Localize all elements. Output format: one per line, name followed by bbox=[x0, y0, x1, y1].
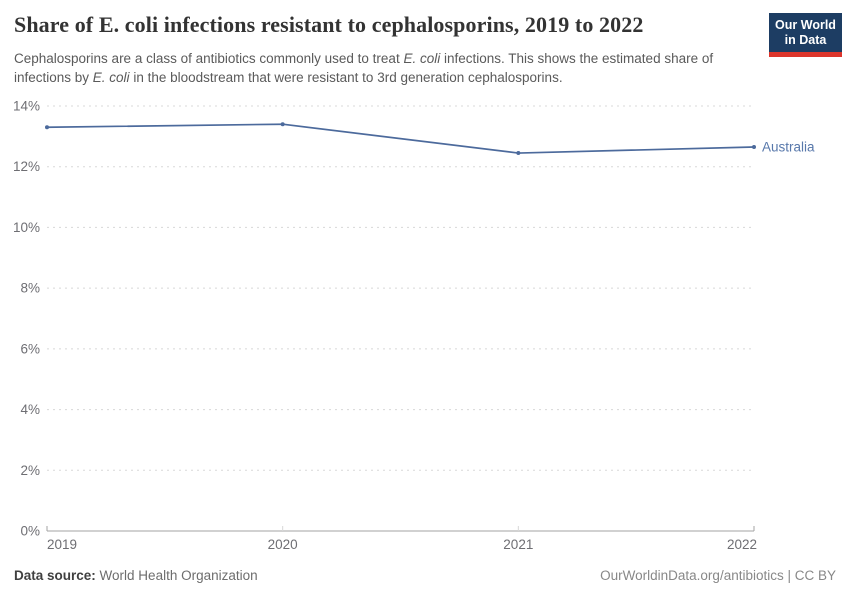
subtitle-italic-segment: E. coli bbox=[403, 51, 441, 66]
y-tick-label-4: 4% bbox=[20, 402, 40, 417]
data-source-label: Data source: bbox=[14, 568, 96, 583]
y-tick-label-12: 12% bbox=[13, 159, 40, 174]
data-source-name: World Health Organization bbox=[99, 568, 258, 583]
owid-logo[interactable]: Our World in Data bbox=[769, 13, 842, 57]
x-tick-label-2021: 2021 bbox=[503, 537, 533, 552]
data-point-australia-2020[interactable] bbox=[280, 122, 285, 127]
subtitle-segment: infections. This shows the estimated sha… bbox=[14, 51, 714, 85]
footer-citation-link[interactable]: OurWorldinData.org/antibiotics | CC BY bbox=[600, 568, 836, 583]
y-tick-label-2: 2% bbox=[20, 463, 40, 478]
owid-logo-line1: Our World bbox=[775, 18, 836, 32]
data-point-australia-2022[interactable] bbox=[752, 144, 756, 149]
subtitle-segment: Cephalosporins are a class of antibiotic… bbox=[14, 51, 404, 66]
x-tick-label-2022: 2022 bbox=[727, 537, 757, 552]
y-tick-label-14: 14% bbox=[13, 99, 40, 114]
series-label-australia[interactable]: Australia bbox=[762, 139, 815, 154]
series-line-australia[interactable] bbox=[46, 123, 755, 154]
owid-logo-line2: in Data bbox=[784, 33, 827, 47]
y-tick-label-8: 8% bbox=[20, 281, 40, 296]
y-tick-label-0: 0% bbox=[20, 524, 40, 539]
x-tick-label-2019: 2019 bbox=[47, 537, 77, 552]
y-tick-label-6: 6% bbox=[20, 341, 40, 356]
data-source: Data source: World Health Organization bbox=[14, 568, 258, 583]
subtitle-segment: in the bloodstream that were resistant t… bbox=[129, 70, 563, 85]
y-tick-label-10: 10% bbox=[13, 220, 40, 235]
chart-title: Share of E. coli infections resistant to… bbox=[14, 12, 644, 37]
x-tick-label-2020: 2020 bbox=[268, 537, 298, 552]
subtitle-italic-segment: E. coli bbox=[92, 70, 130, 85]
data-point-australia-2019[interactable] bbox=[45, 125, 49, 130]
chart-subtitle: Cephalosporins are a class of antibiotic… bbox=[14, 49, 746, 87]
data-point-australia-2021[interactable] bbox=[516, 151, 521, 156]
